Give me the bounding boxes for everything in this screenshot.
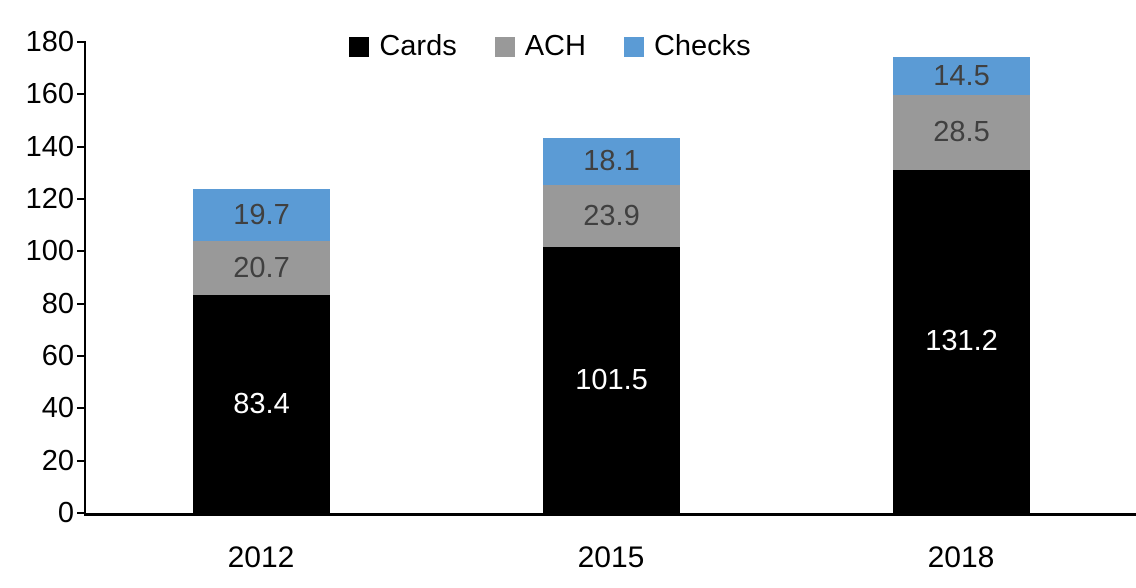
x-axis-label-2012: 2012 bbox=[227, 541, 295, 574]
bar-segment-checks-2015 bbox=[543, 137, 680, 185]
y-axis-line bbox=[84, 42, 86, 514]
y-axis-tick bbox=[77, 355, 86, 357]
legend-item-cards: Cards bbox=[349, 30, 457, 63]
legend-swatch-checks bbox=[623, 36, 644, 57]
y-axis-tick bbox=[77, 407, 86, 410]
y-axis-tick-label: 100 bbox=[25, 235, 74, 268]
bar-value-label-checks-2012: 19.7 bbox=[233, 198, 290, 231]
legend-label: ACH bbox=[524, 30, 586, 62]
y-axis-tick-label: 140 bbox=[25, 130, 74, 163]
chart-legend: Cards ACH Checks bbox=[0, 30, 1100, 63]
bar-segment-ach-2012 bbox=[193, 240, 330, 295]
x-axis-label-2015: 2015 bbox=[577, 541, 645, 574]
bar-value-label-checks-2015: 18.1 bbox=[583, 145, 640, 178]
bar-segment-cards-2015 bbox=[543, 247, 680, 513]
bar-segment-ach-2018 bbox=[893, 95, 1030, 170]
bar-segment-ach-2015 bbox=[543, 184, 680, 248]
bar-segment-cards-2018 bbox=[893, 169, 1030, 513]
legend-item-ach: ACH bbox=[494, 30, 586, 63]
bar-segment-checks-2018 bbox=[893, 57, 1030, 96]
y-axis-tick-label: 180 bbox=[25, 26, 74, 58]
y-axis-tick-label: 0 bbox=[57, 497, 74, 529]
bar-value-label-ach-2015: 23.9 bbox=[583, 200, 640, 233]
y-axis-tick-label: 160 bbox=[25, 78, 74, 111]
y-axis-tick bbox=[77, 459, 86, 462]
x-axis-line bbox=[84, 513, 1136, 516]
legend-label: Checks bbox=[653, 30, 751, 62]
y-axis-tick bbox=[77, 198, 86, 200]
y-axis-tick bbox=[77, 145, 86, 148]
y-axis-tick-label: 60 bbox=[41, 340, 74, 372]
bar-value-label-ach-2012: 20.7 bbox=[233, 251, 290, 284]
bar-value-label-cards-2012: 83.4 bbox=[233, 387, 290, 420]
bar-segment-cards-2012 bbox=[193, 294, 330, 513]
y-axis-tick-label: 80 bbox=[41, 287, 74, 320]
bar-value-label-cards-2018: 131.2 bbox=[925, 325, 998, 358]
y-axis-tick bbox=[77, 250, 86, 253]
bar-value-label-cards-2015: 101.5 bbox=[575, 364, 648, 397]
y-axis-tick-label: 120 bbox=[25, 183, 74, 215]
y-axis-tick bbox=[77, 302, 86, 305]
bar-value-label-checks-2018: 14.5 bbox=[933, 60, 990, 93]
x-axis-label-2018: 2018 bbox=[927, 541, 995, 574]
y-axis-tick-label: 40 bbox=[41, 392, 74, 425]
y-axis-tick bbox=[77, 93, 86, 96]
legend-swatch-ach bbox=[494, 36, 515, 57]
legend-item-checks: Checks bbox=[623, 30, 751, 63]
legend-label: Cards bbox=[379, 30, 457, 62]
legend-swatch-cards bbox=[349, 36, 370, 57]
y-axis-tick bbox=[77, 41, 86, 43]
bar-segment-checks-2012 bbox=[193, 189, 330, 241]
y-axis-tick bbox=[77, 512, 86, 514]
bar-value-label-ach-2018: 28.5 bbox=[933, 116, 990, 149]
y-axis-tick-label: 20 bbox=[41, 444, 74, 477]
